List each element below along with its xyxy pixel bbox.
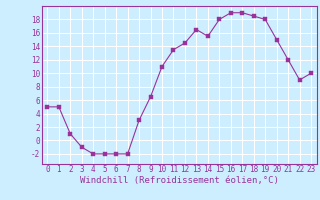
X-axis label: Windchill (Refroidissement éolien,°C): Windchill (Refroidissement éolien,°C) [80,176,279,185]
